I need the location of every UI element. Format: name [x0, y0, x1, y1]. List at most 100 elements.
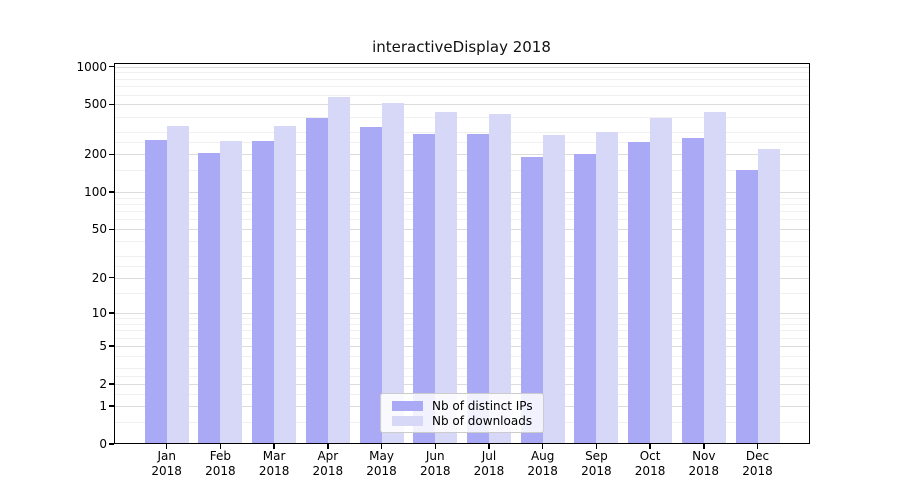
x-tick [165, 444, 168, 449]
y-tick [109, 383, 114, 385]
chart-title: interactiveDisplay 2018 [372, 38, 551, 56]
y-tick-label: 50 [91, 222, 107, 237]
x-tick-label: Aug 2018 [527, 449, 558, 478]
y-tick-label: 5 [99, 339, 107, 354]
gridline-major [113, 384, 810, 385]
gridline-minor [113, 368, 810, 370]
bar-nb-of-distinct-ips-feb-2018 [198, 153, 221, 444]
bar-nb-of-distinct-ips-nov-2018 [681, 137, 704, 444]
gridline-major [113, 66, 810, 68]
bar-nb-of-downloads-jul-2018 [488, 114, 511, 444]
x-tick-label: May 2018 [366, 449, 397, 478]
gridline-minor [113, 318, 810, 320]
bar-nb-of-downloads-oct-2018 [650, 118, 673, 444]
bar-nb-of-downloads-may-2018 [381, 103, 404, 444]
x-tick-label: Dec 2018 [742, 449, 773, 478]
x-tick-label: Jan 2018 [151, 449, 182, 478]
gridline-minor [113, 142, 810, 144]
gridline-major [113, 104, 810, 106]
y-tick [109, 345, 114, 347]
x-tick [327, 444, 329, 449]
bar-nb-of-downloads-aug-2018 [542, 135, 565, 444]
gridline-minor [113, 116, 810, 118]
y-tick-label: 0 [99, 437, 107, 451]
bar-nb-of-distinct-ips-jul-2018 [466, 134, 489, 444]
gridline-minor [113, 356, 810, 358]
gridline-minor [113, 292, 810, 294]
gridline-minor [113, 241, 810, 243]
y-tick [109, 443, 114, 445]
gridline-minor [113, 197, 810, 199]
x-tick-label: Jul 2018 [473, 449, 505, 478]
gridline-major [113, 346, 810, 348]
gridline-major [113, 277, 810, 279]
gridline-minor [113, 204, 810, 205]
x-tick-label: Jun 2018 [419, 449, 451, 478]
x-tick [649, 444, 651, 449]
gridline-minor [113, 78, 810, 80]
y-tick [109, 405, 114, 407]
bar-nb-of-distinct-ips-dec-2018 [735, 170, 758, 444]
bar-nb-of-distinct-ips-jan-2018 [144, 140, 167, 444]
x-tick [380, 444, 383, 449]
plot-area [113, 63, 810, 444]
x-tick [595, 444, 598, 449]
x-tick [541, 444, 544, 449]
bar-nb-of-downloads-sep-2018 [596, 132, 619, 444]
gridline-major [113, 191, 810, 193]
bar-nb-of-downloads-nov-2018 [703, 112, 726, 444]
bar-nb-of-downloads-dec-2018 [757, 149, 780, 444]
x-tick-label: Apr 2018 [312, 449, 344, 478]
x-tick-label: Mar 2018 [258, 449, 290, 478]
legend-label-distinct-ips: Nb of distinct IPs [432, 398, 533, 413]
y-tick [109, 191, 114, 193]
legend-swatch-downloads [392, 416, 423, 426]
y-tick [109, 153, 114, 156]
bar-nb-of-distinct-ips-sep-2018 [574, 154, 597, 444]
bar-nb-of-distinct-ips-jun-2018 [413, 134, 436, 444]
gridline-minor [113, 72, 810, 74]
gridline-minor [113, 256, 810, 258]
bar-nb-of-downloads-mar-2018 [274, 126, 297, 444]
gridline-minor [113, 375, 810, 377]
x-tick [273, 444, 275, 449]
y-tick [109, 65, 114, 68]
gridline-major [113, 154, 810, 156]
y-tick-label: 1 [99, 399, 107, 414]
y-tick-label: 100 [84, 184, 107, 199]
y-tick-label: 200 [84, 147, 107, 162]
gridline-minor [113, 94, 810, 96]
gridline-major [113, 313, 810, 315]
x-tick [488, 444, 490, 449]
y-tick-label: 1000 [76, 59, 107, 74]
x-tick [434, 444, 436, 449]
x-tick [219, 444, 222, 449]
gridline-minor [113, 132, 810, 134]
y-tick [109, 228, 114, 231]
y-tick [109, 312, 114, 314]
gridline-minor [113, 337, 810, 339]
bar-nb-of-downloads-jun-2018 [435, 111, 458, 444]
x-tick [703, 444, 705, 449]
bar-nb-of-downloads-jan-2018 [166, 126, 189, 444]
y-tick [109, 276, 114, 279]
gridline-minor [113, 211, 810, 213]
bar-nb-of-distinct-ips-oct-2018 [628, 141, 651, 444]
y-tick-label: 2 [99, 377, 107, 391]
x-tick-label: Oct 2018 [634, 449, 666, 478]
x-tick-label: Feb 2018 [205, 449, 236, 478]
y-tick-label: 500 [84, 97, 107, 112]
y-tick [109, 103, 114, 106]
bar-nb-of-distinct-ips-may-2018 [359, 127, 382, 444]
gridline-minor [113, 324, 810, 325]
x-tick-label: Sep 2018 [581, 449, 612, 478]
y-tick-label: 10 [91, 306, 107, 321]
bar-nb-of-distinct-ips-aug-2018 [520, 157, 543, 444]
legend-swatch-distinct-ips [392, 401, 423, 411]
gridline-minor [113, 266, 810, 268]
bar-nb-of-downloads-feb-2018 [220, 141, 243, 444]
bar-nb-of-downloads-apr-2018 [327, 97, 350, 444]
x-tick-label: Nov 2018 [688, 449, 720, 478]
bar-nb-of-distinct-ips-mar-2018 [252, 141, 275, 444]
y-tick-label: 20 [91, 270, 107, 285]
